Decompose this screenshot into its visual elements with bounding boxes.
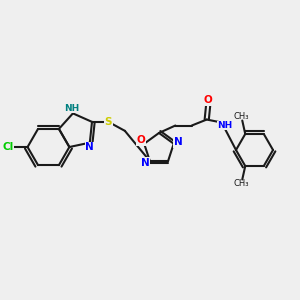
Text: CH₃: CH₃ — [233, 112, 248, 122]
Text: O: O — [204, 95, 213, 105]
Text: Cl: Cl — [2, 142, 14, 152]
Text: NH: NH — [217, 121, 232, 130]
Text: N: N — [141, 158, 150, 168]
Text: NH: NH — [64, 104, 79, 113]
Text: CH₃: CH₃ — [233, 178, 248, 188]
Text: S: S — [105, 117, 112, 127]
Text: N: N — [174, 137, 183, 147]
Text: N: N — [85, 142, 94, 152]
Text: O: O — [137, 135, 146, 145]
